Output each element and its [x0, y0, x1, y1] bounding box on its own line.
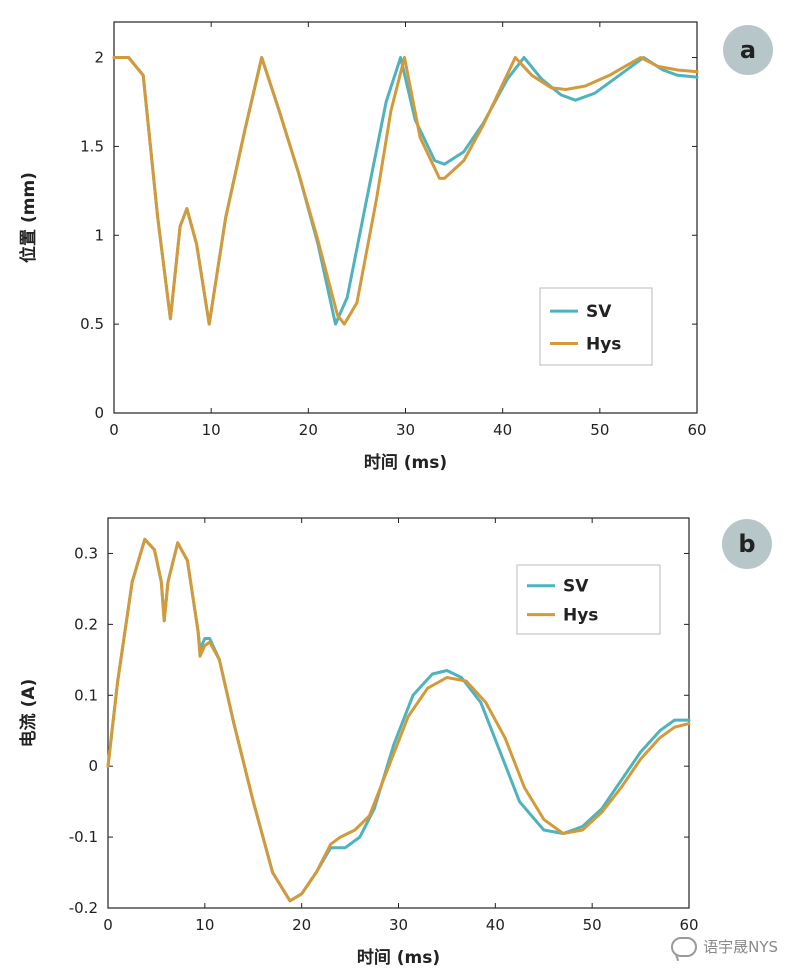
x-axis-label: 时间 (ms) — [357, 947, 440, 968]
x-tick-label: 30 — [389, 916, 408, 934]
y-tick-label: 1.5 — [80, 137, 104, 155]
legend-box — [539, 287, 653, 366]
x-tick-label: 40 — [493, 421, 512, 439]
y-tick-label: 0.5 — [80, 315, 104, 333]
x-tick-label: 20 — [299, 421, 318, 439]
x-tick-label: 0 — [103, 916, 113, 934]
y-axis-label: 位置 (mm) — [18, 172, 39, 263]
panel-badge — [722, 519, 772, 569]
series-line-hys — [112, 56, 699, 326]
legend-label: Hys — [563, 606, 598, 626]
x-tick-label: 40 — [486, 916, 505, 934]
watermark-text: 语宇晟NYS — [703, 938, 778, 956]
legend-label: SV — [586, 302, 612, 322]
y-tick-label: -0.2 — [69, 899, 98, 917]
y-tick-label: 0.3 — [74, 544, 98, 562]
y-tick-label: 1 — [94, 226, 104, 244]
watermark: 语宇晟NYS — [671, 936, 778, 957]
x-tick-label: 0 — [109, 421, 119, 439]
panel-badge — [723, 25, 773, 75]
chart-a: 0 10 20 30 40 50 60 0 0.5 1 1.5 2 时间 (ms) 位置 (mm) SV Hy… — [18, 21, 773, 473]
x-axis-label: 时间 (ms) — [364, 452, 447, 473]
x-tick-label: 50 — [583, 916, 602, 934]
x-tick-label: 60 — [687, 421, 706, 439]
x-tick-label: 20 — [292, 916, 311, 934]
x-tick-label: 60 — [679, 916, 698, 934]
x-tick-label: 10 — [202, 421, 221, 439]
y-tick-label: 0 — [88, 757, 98, 775]
y-axis-label: 电流 (A) — [18, 679, 39, 748]
legend: SV Hys — [539, 287, 653, 366]
legend-label: SV — [563, 577, 589, 597]
y-tick-label: 0.1 — [74, 686, 98, 704]
y-tick-label: -0.1 — [69, 828, 98, 846]
chart-b: 0 10 20 30 40 50 60 -0.2 -0.1 0 0.1 0.2 0.3 时间 (ms) 电流… — [18, 517, 772, 968]
legend-label: Hys — [586, 334, 621, 354]
panel-badge-label: a — [740, 36, 756, 64]
x-tick-label: 10 — [195, 916, 214, 934]
legend-box — [516, 564, 661, 635]
wechat-icon — [671, 936, 698, 957]
panel-badge-label: b — [738, 530, 755, 558]
x-tick-label: 50 — [590, 421, 609, 439]
series-line-hys — [106, 537, 691, 903]
y-tick-label: 0.2 — [74, 615, 98, 633]
x-tick-label: 30 — [396, 421, 415, 439]
y-tick-label: 2 — [94, 49, 104, 67]
y-tick-label: 0 — [94, 404, 104, 422]
legend: SV Hys — [516, 564, 661, 635]
